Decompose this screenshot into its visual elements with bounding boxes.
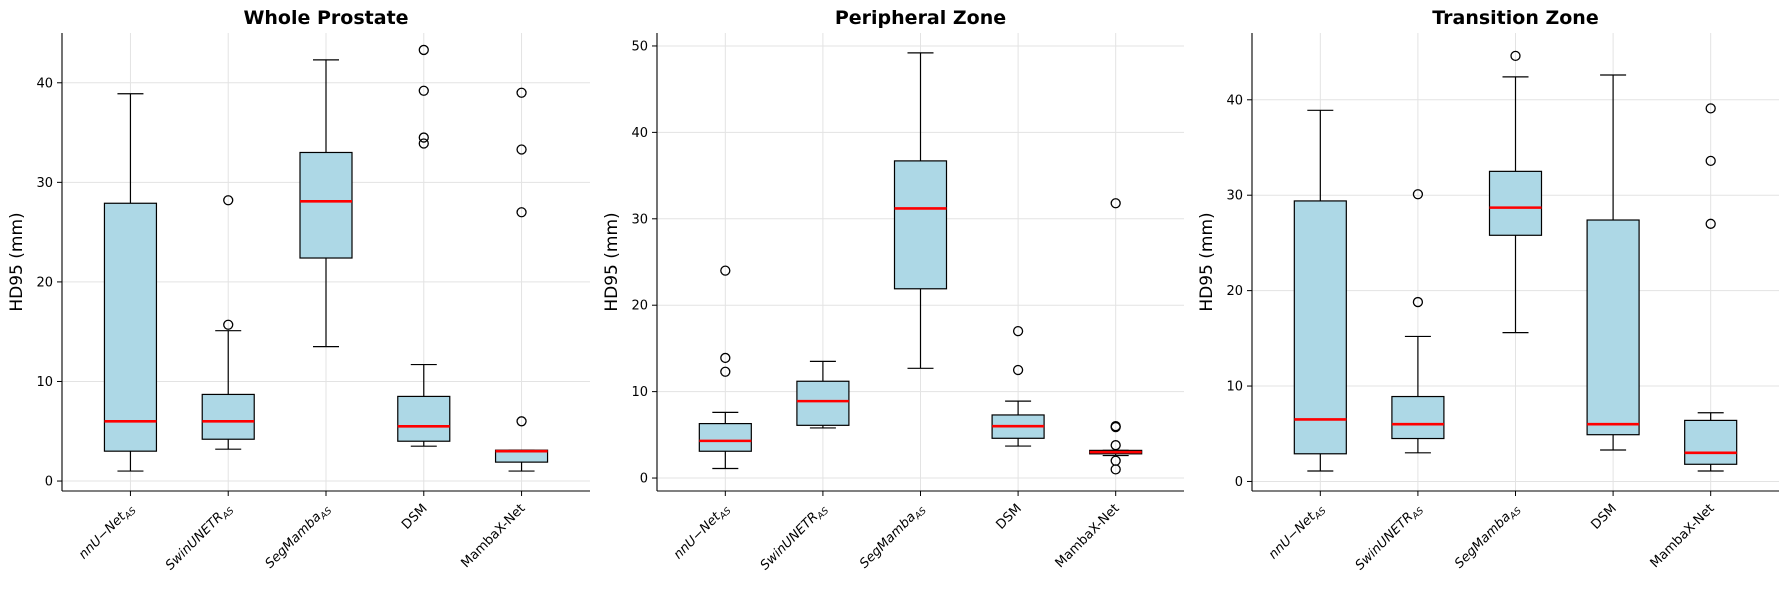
y-tick-label: 20 <box>631 299 648 314</box>
outlier-point <box>1012 325 1024 337</box>
outlier-point <box>720 352 731 364</box>
outlier-point <box>1110 455 1121 466</box>
box-iqr <box>893 160 948 290</box>
box-iqr <box>1586 219 1640 436</box>
y-tick-label: 0 <box>1235 475 1243 490</box>
y-tick-label: 30 <box>1226 189 1243 204</box>
y-axis-label: HD95 (mm) <box>1197 212 1217 311</box>
y-tick-label: 10 <box>631 385 648 400</box>
outlier-point <box>223 195 234 206</box>
box-iqr <box>1391 395 1445 440</box>
chart-title: Transition Zone <box>1432 7 1598 29</box>
y-tick-label: 40 <box>36 76 53 91</box>
y-tick-label: 40 <box>1226 93 1243 108</box>
outlier-point <box>418 132 429 143</box>
y-tick-label: 50 <box>631 39 648 54</box>
outlier-point <box>720 366 731 377</box>
outlier-point <box>516 87 527 98</box>
x-tick-label: DSM <box>1588 501 1619 532</box>
outlier-point <box>720 265 731 276</box>
outlier-point <box>418 85 429 96</box>
outlier-point <box>418 138 429 149</box>
y-tick-label: 30 <box>631 212 648 227</box>
box-iqr <box>397 395 451 442</box>
outlier-point <box>1705 218 1716 229</box>
y-axis-label: HD95 (mm) <box>602 212 622 311</box>
x-tick-label: nnU−NetAS <box>671 501 734 564</box>
x-tick-label: SwinUNETRAS <box>758 501 832 575</box>
outlier-point <box>1412 296 1424 308</box>
y-tick-label: 10 <box>36 375 53 390</box>
y-tick-label: 40 <box>631 126 648 141</box>
x-tick-label: DSM <box>399 501 430 532</box>
box-iqr <box>1684 419 1738 465</box>
box-iqr <box>1293 200 1347 455</box>
box-iqr <box>698 422 752 452</box>
outlier-point <box>1012 364 1024 376</box>
outlier-point <box>418 44 429 56</box>
y-tick-label: 10 <box>1226 380 1243 395</box>
y-tick-label: 20 <box>1226 284 1243 299</box>
x-tick-label: nnU−NetAS <box>1266 501 1329 564</box>
box-iqr <box>1488 170 1543 236</box>
x-tick-label: SwinUNETRAS <box>163 501 237 575</box>
x-tick-label: MambaX-Net <box>1648 501 1718 571</box>
y-tick-label: 30 <box>36 176 53 191</box>
x-tick-label: DSM <box>993 501 1024 532</box>
x-tick-label: MambaX-Net <box>1053 501 1123 571</box>
x-tick-label: SegMambaAS <box>857 501 929 573</box>
outlier-point <box>1110 198 1121 209</box>
x-tick-label: SegMambaAS <box>263 501 335 573</box>
x-tick-label: MambaX-Net <box>458 501 528 571</box>
outlier-point <box>1510 50 1521 62</box>
x-tick-label: SegMambaAS <box>1452 501 1524 573</box>
chart-title: Peripheral Zone <box>835 7 1006 29</box>
outlier-point <box>1110 421 1121 432</box>
outlier-point <box>516 207 527 218</box>
y-tick-label: 0 <box>45 475 53 490</box>
outlier-point <box>223 319 234 330</box>
outlier-point <box>516 144 527 155</box>
box-iqr <box>201 393 255 440</box>
chart-title: Whole Prostate <box>243 7 408 29</box>
y-tick-label: 0 <box>640 472 648 487</box>
y-axis-label: HD95 (mm) <box>7 212 27 311</box>
outlier-point <box>1110 440 1121 451</box>
box-iqr <box>796 380 850 426</box>
box-iqr <box>299 151 353 259</box>
outlier-point <box>516 416 527 427</box>
outlier-point <box>1705 103 1716 114</box>
x-tick-label: nnU−NetAS <box>76 501 139 564</box>
y-tick-label: 20 <box>36 275 53 290</box>
x-tick-label: SwinUNETRAS <box>1353 501 1427 575</box>
outlier-point <box>1705 155 1716 167</box>
box-iqr <box>103 202 158 452</box>
outlier-point <box>1412 189 1424 200</box>
